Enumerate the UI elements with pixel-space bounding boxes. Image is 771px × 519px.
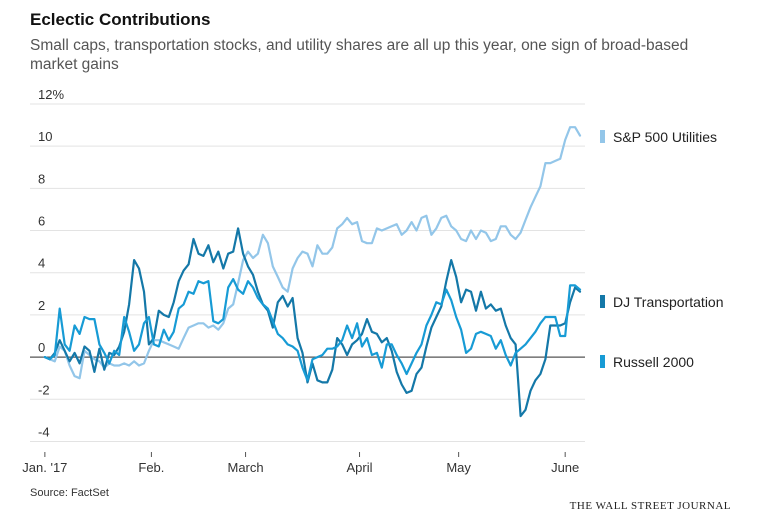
y-tick-label: 12%: [38, 87, 64, 102]
y-tick-label: 2: [38, 298, 45, 313]
x-tick-label: Feb.: [138, 460, 164, 475]
x-tick-label: May: [446, 460, 471, 475]
y-tick-label: 6: [38, 214, 45, 229]
legend-label: Russell 2000: [613, 354, 694, 370]
y-tick-label: -2: [38, 382, 50, 397]
legend-label: S&P 500 Utilities: [613, 129, 717, 145]
legend: S&P 500 Utilities DJ Transportation Russel…: [600, 129, 724, 370]
legend-label: DJ Transportation: [613, 294, 724, 310]
series-line-2: [43, 278, 582, 382]
y-tick-label: 8: [38, 171, 45, 186]
y-tick-label: -4: [38, 424, 50, 439]
x-axis: Jan. '17 Feb. March April May June: [22, 452, 579, 475]
y-tick-label: 0: [38, 340, 45, 355]
x-tick-label: March: [227, 460, 263, 475]
grid: -4 -2 0 2 4 6 8 10 12%: [30, 87, 585, 442]
x-tick-label: June: [551, 460, 579, 475]
source-note: Source: FactSet: [30, 487, 109, 499]
chart-title: Eclectic Contributions: [30, 10, 211, 29]
legend-swatch: [600, 355, 605, 368]
series-line-0: [43, 126, 582, 380]
x-tick-label: Jan. '17: [22, 460, 67, 475]
y-tick-label: 10: [38, 129, 52, 144]
x-tick-label: April: [347, 460, 373, 475]
legend-swatch: [600, 130, 605, 143]
series-lines: [43, 126, 582, 418]
publisher-credit: THE WALL STREET JOURNAL: [569, 500, 731, 512]
y-tick-label: 4: [38, 256, 45, 271]
chart-subtitle: Small caps, transportation stocks, and u…: [30, 37, 689, 73]
legend-swatch: [600, 295, 605, 308]
